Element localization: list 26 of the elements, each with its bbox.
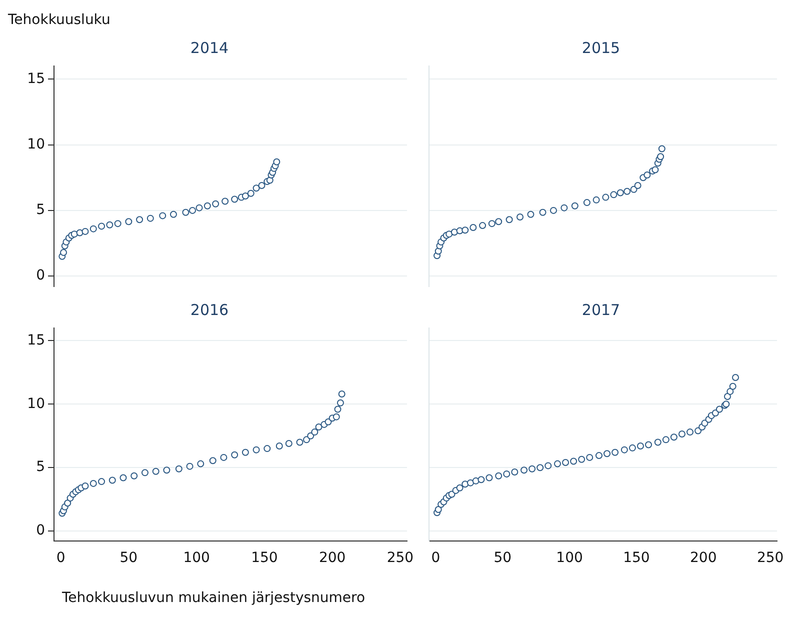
x-tick-label: 250	[386, 550, 414, 566]
x-tick-label: 200	[318, 550, 346, 566]
chart-title: 2016	[190, 300, 229, 319]
chart-title: 2015	[582, 38, 620, 57]
x-axis-title: Tehokkuusluvun mukainen järjestysnumero	[62, 590, 366, 606]
y-tick-label: 0	[36, 268, 45, 284]
x-tick-label: 100	[556, 550, 583, 566]
y-tick-label: 15	[27, 70, 45, 87]
y-tick-label: 5	[36, 459, 45, 476]
chart-title: 2014	[190, 38, 229, 57]
x-tick-label: 0	[431, 550, 440, 566]
y-tick-label: 15	[27, 332, 45, 348]
x-tick-label: 150	[251, 550, 278, 566]
x-tick-label: 50	[120, 550, 138, 566]
x-tick-label: 50	[494, 550, 512, 566]
y-tick-label: 5	[36, 202, 45, 218]
x-tick-label: 0	[56, 550, 66, 566]
x-tick-label: 150	[623, 550, 650, 566]
chart-title: 2017	[582, 300, 620, 319]
x-tick-label: 200	[690, 550, 717, 566]
x-tick-label: 250	[756, 550, 784, 566]
y-tick-label: 10	[27, 396, 45, 412]
y-axis-title: Tehokkuusluku	[8, 12, 110, 28]
x-tick-label: 100	[183, 550, 210, 566]
y-tick-label: 0	[36, 522, 45, 539]
y-tick-label: 10	[27, 136, 45, 152]
